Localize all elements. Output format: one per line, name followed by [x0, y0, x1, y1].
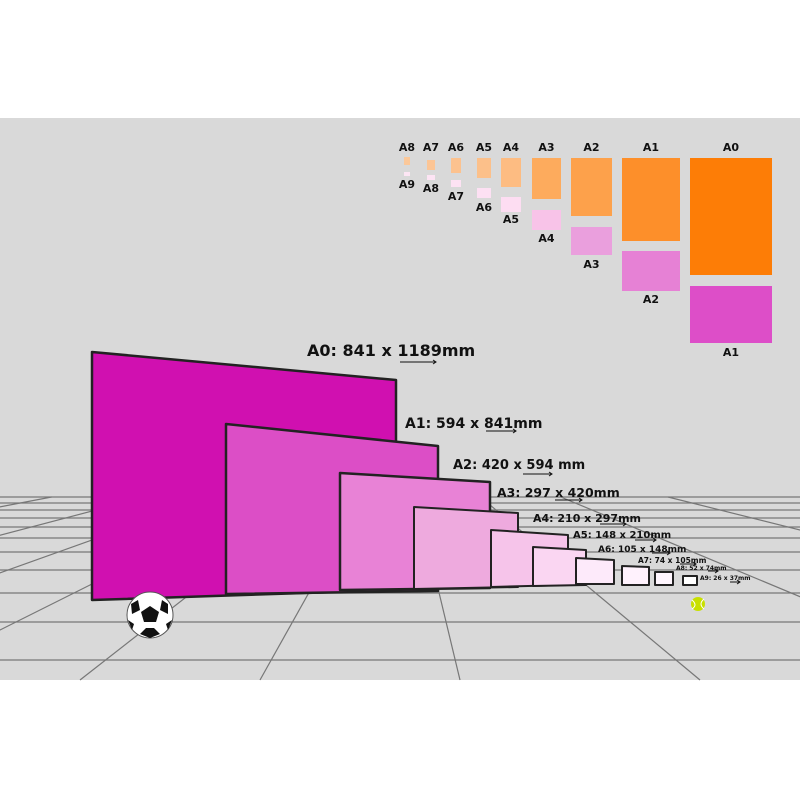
pink-size-rect [622, 251, 680, 291]
paper-sheets: A0: 841 x 1189mm A1: 594 x 841mm A2: 420 x… [90, 341, 751, 602]
size-column: A0 A1 [690, 141, 772, 359]
column-top-label: A5 [476, 141, 492, 154]
column-top-label: A2 [583, 141, 599, 154]
column-bottom-label: A9 [399, 178, 415, 191]
grid-line [560, 496, 800, 598]
size-column: A8 A9 [399, 141, 415, 191]
column-bottom-label: A7 [448, 190, 464, 203]
column-bottom-label: A4 [538, 232, 555, 245]
column-top-label: A6 [448, 141, 465, 154]
column-bottom-label: A2 [643, 293, 659, 306]
orange-size-rect [532, 158, 561, 199]
pink-size-rect [404, 172, 410, 176]
sheet-dimension-label: A6: 105 x 148mm [598, 545, 686, 555]
pink-size-rect [427, 175, 435, 180]
grid-line [0, 496, 146, 536]
orange-size-rect [451, 158, 461, 173]
sheet-dimension-label: A0: 841 x 1189mm [307, 341, 475, 360]
arrow-icon [680, 561, 697, 567]
orange-size-rect [571, 158, 612, 216]
tennis-ball-icon [691, 597, 705, 611]
size-column: A1 A2 [622, 141, 680, 306]
orange-size-rect [501, 158, 521, 187]
column-top-label: A3 [538, 141, 554, 154]
column-top-label: A1 [643, 141, 659, 154]
sheet-dimension-label: A9: 26 x 37mm [700, 575, 751, 582]
sheet-dimension-label: A4: 210 x 297mm [533, 512, 641, 525]
pink-size-rect [451, 180, 461, 187]
column-top-label: A4 [503, 141, 520, 154]
pink-size-rect [690, 286, 772, 343]
arrow-icon [730, 579, 741, 585]
arrow-icon [486, 428, 517, 434]
size-column: A7 A8 [423, 141, 439, 195]
sheet-a7: A7: 74 x 105mm [621, 556, 707, 586]
orange-size-rect [622, 158, 680, 241]
size-column: A5 A6 [476, 141, 493, 214]
soccer-ball-icon [126, 591, 174, 639]
sheet-dimension-label: A7: 74 x 105mm [638, 556, 707, 565]
sheet-a8: A8: 52 x 74mm [654, 565, 727, 586]
arrow-icon [708, 568, 719, 574]
column-top-label: A0 [723, 141, 740, 154]
sheet-dimension-label: A5: 148 x 210mm [573, 530, 671, 541]
pink-size-rect [501, 197, 521, 212]
sheet-dimension-label: A3: 297 x 420mm [497, 485, 620, 500]
orange-size-rect [690, 158, 772, 275]
arrow-icon [555, 497, 583, 503]
pink-size-rect [477, 188, 491, 198]
sheet-a6: A6: 105 x 148mm [575, 545, 686, 585]
column-bottom-label: A3 [583, 258, 599, 271]
orange-size-rect [477, 158, 491, 178]
sheet-dimension-label: A1: 594 x 841mm [405, 416, 542, 432]
sheet-dimension-label: A8: 52 x 74mm [676, 565, 727, 572]
column-bottom-label: A1 [723, 346, 739, 359]
column-top-label: A8 [399, 141, 415, 154]
arrow-icon [600, 521, 627, 527]
sheet-shape [682, 575, 698, 586]
arrow-icon [635, 537, 657, 543]
pink-size-rect [571, 227, 612, 255]
size-column: A6 A7 [448, 141, 465, 203]
sheet-dimension-label: A2: 420 x 594 mm [453, 458, 585, 473]
size-comparison-chart: A8 A9 A7 A8 A6 A7 A5 A6 A4 A5 A3 A4 A2 A3 A1 A2 A0 A1 [399, 141, 772, 359]
orange-size-rect [404, 157, 410, 165]
column-bottom-label: A8 [423, 182, 439, 195]
arrow-icon [523, 471, 553, 477]
grid-line [667, 496, 800, 531]
column-top-label: A7 [423, 141, 439, 154]
column-bottom-label: A6 [476, 201, 493, 214]
orange-size-rect [427, 160, 435, 170]
size-column: A3 A4 [532, 141, 561, 245]
sheet-a9: A9: 26 x 37mm [682, 575, 751, 586]
pink-size-rect [532, 210, 561, 230]
size-column: A2 A3 [571, 141, 612, 271]
arrow-icon [652, 550, 671, 556]
column-bottom-label: A5 [503, 213, 519, 226]
arrow-icon [400, 359, 437, 365]
sheet-shape [654, 571, 674, 586]
sheet-shape [575, 557, 615, 585]
size-column: A4 A5 [501, 141, 521, 226]
sheet-shape [621, 565, 650, 586]
